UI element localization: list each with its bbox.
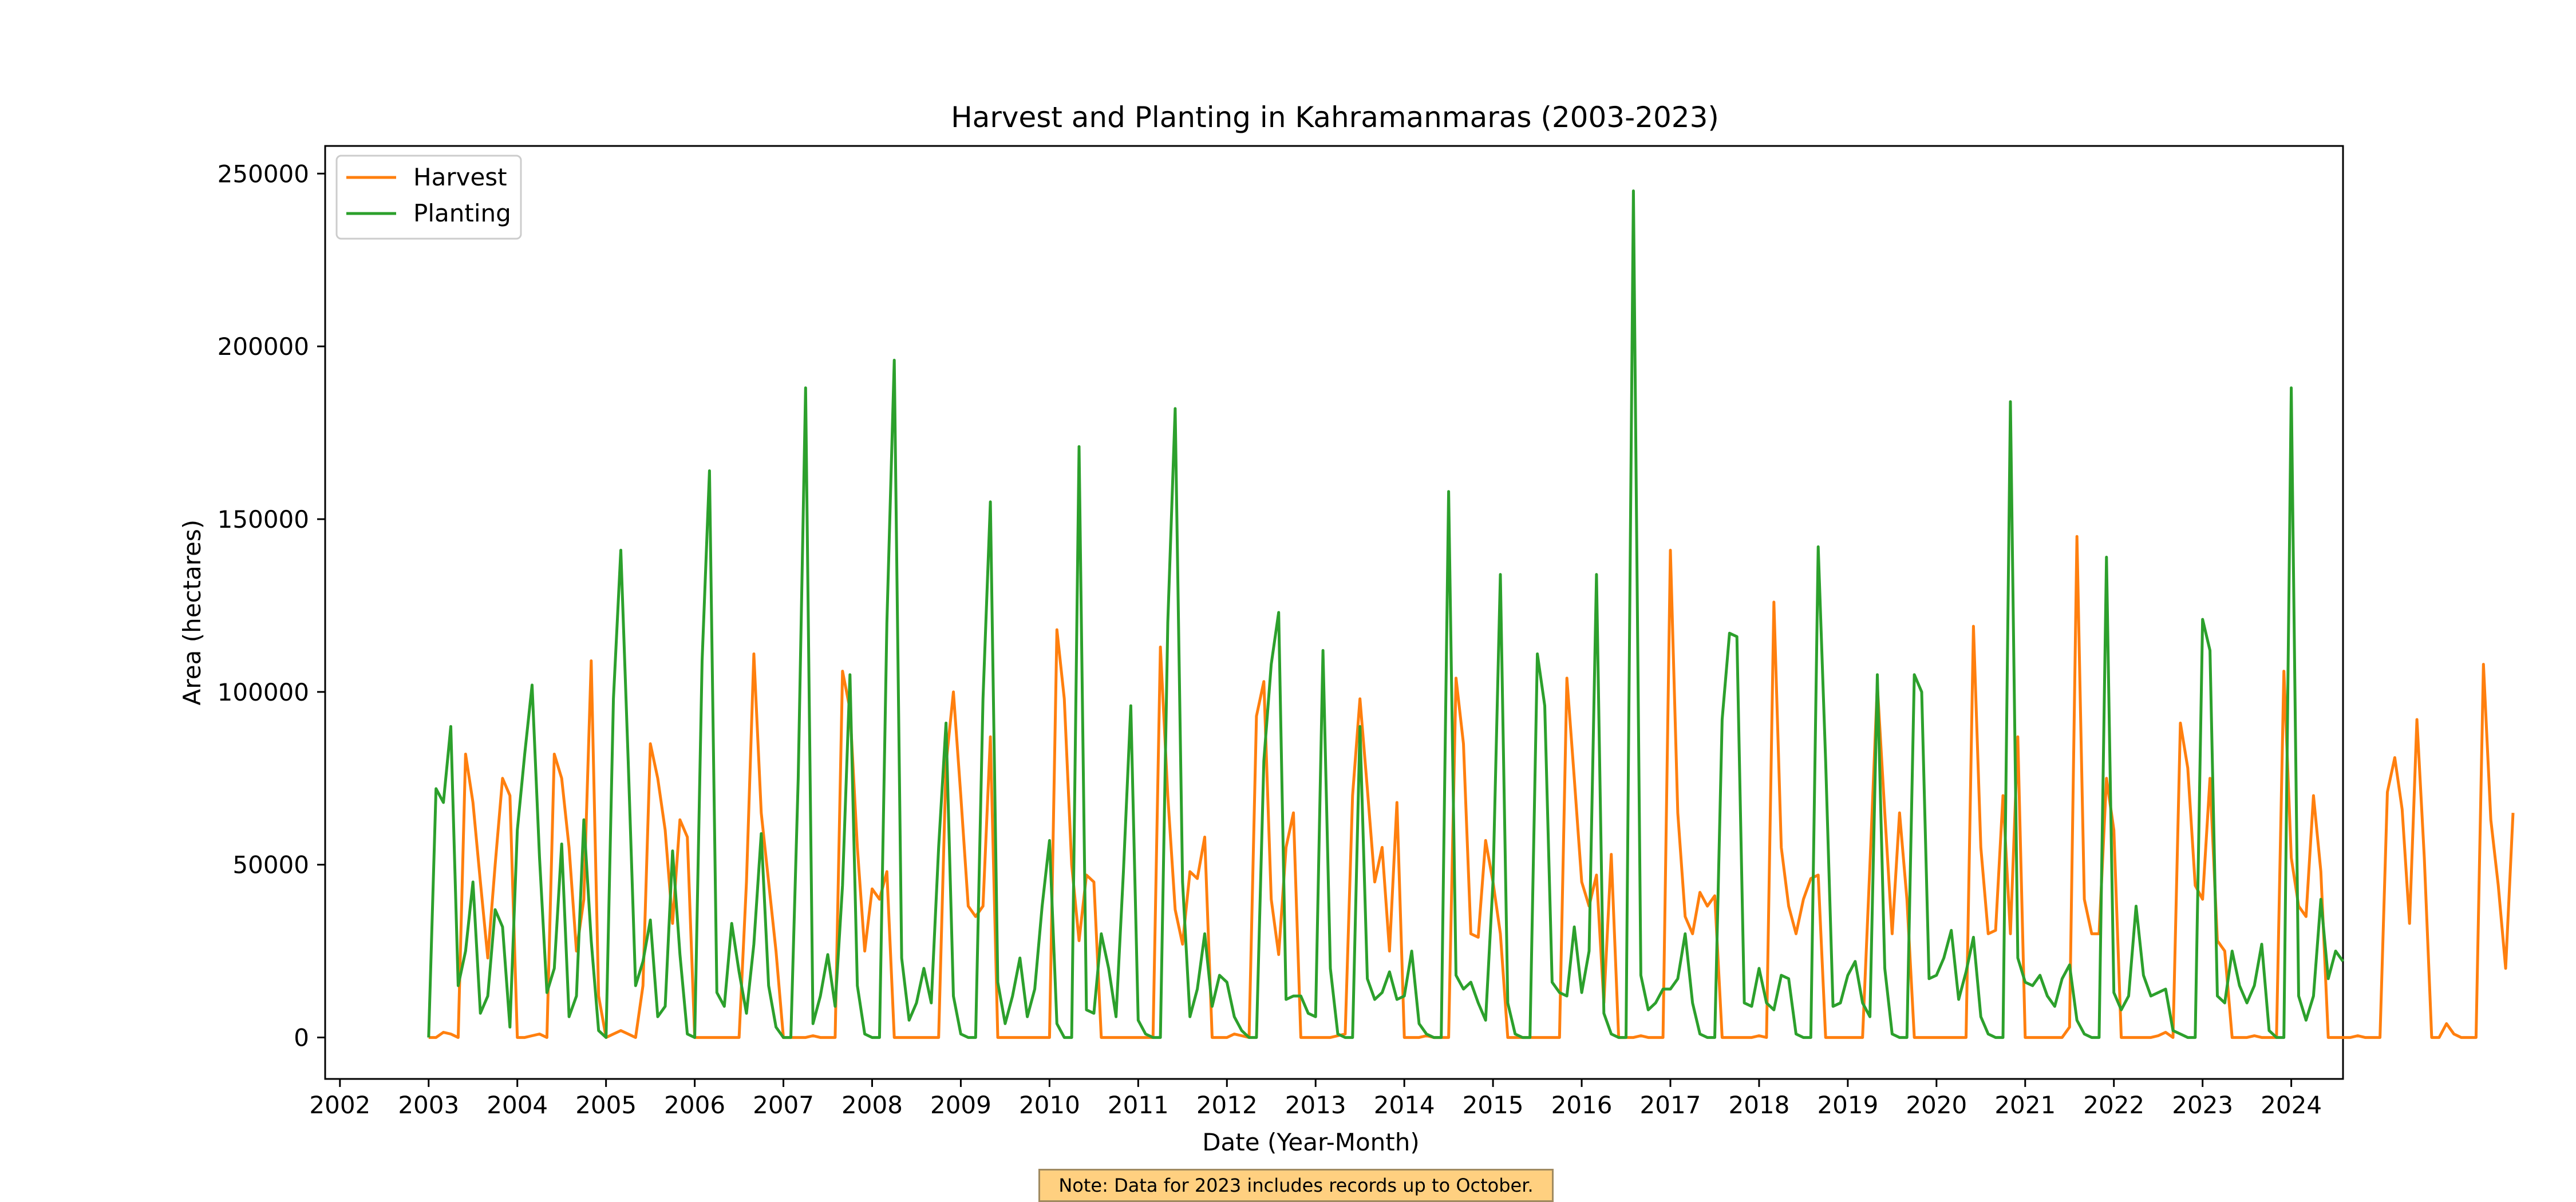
x-tick-label: 2011 [1108,1091,1169,1119]
x-tick-label: 2024 [2261,1091,2322,1119]
x-axis: 2002 2003 2004 2005 2006 2007 2008 2009 2010 2011… [309,1079,2322,1119]
x-tick-label: 2017 [1640,1091,1701,1119]
series-line-planting [427,189,2345,1039]
chart-title: Harvest and Planting in Kahramanmaras (2… [951,101,1719,134]
x-tick-label: 2009 [930,1091,991,1119]
x-tick-label: 2015 [1463,1091,1524,1119]
plot-frame [324,145,2344,1080]
x-tick-label: 2018 [1728,1091,1789,1119]
x-tick-label: 2023 [2172,1091,2233,1119]
x-tick-label: 2003 [398,1091,459,1119]
series-line-harvest [428,535,2515,1039]
data-note-text: Note: Data for 2023 includes records up … [1058,1175,1534,1196]
legend-label-harvest: Harvest [413,163,507,191]
legend-label-planting: Planting [413,199,511,227]
y-tick-label: 200000 [218,333,309,361]
x-tick-label: 2013 [1285,1091,1346,1119]
x-tick-label: 2021 [1994,1091,2056,1119]
y-tick-label: 250000 [218,160,309,188]
x-tick-label: 2010 [1019,1091,1080,1119]
x-tick-label: 2012 [1196,1091,1258,1119]
x-tick-label: 2007 [753,1091,814,1119]
y-tick-label: 150000 [218,505,309,533]
y-axis-label: Area (hectares) [178,520,206,706]
x-axis-label: Date (Year-Month) [1202,1128,1420,1156]
x-tick-label: 2016 [1551,1091,1613,1119]
plot-area: 2002 2003 2004 2005 2006 2007 2008 2009 2010 2011… [218,145,2515,1119]
x-tick-label: 2008 [841,1091,903,1119]
y-tick-label: 50000 [232,851,309,879]
x-tick-label: 2014 [1374,1091,1435,1119]
x-tick-label: 2002 [309,1091,370,1119]
data-note-box: Note: Data for 2023 includes records up … [1038,1169,1554,1202]
y-tick-label: 0 [294,1024,309,1052]
x-tick-label: 2019 [1817,1091,1878,1119]
legend: Harvest Planting [335,155,522,240]
x-tick-label: 2022 [2083,1091,2144,1119]
x-tick-label: 2020 [1906,1091,1967,1119]
y-tick-label: 100000 [218,678,309,706]
x-tick-label: 2004 [487,1091,548,1119]
series-lines [427,189,2515,1039]
y-axis: 0 50000 100000 150000 200000 250000 [218,160,325,1052]
x-tick-label: 2006 [664,1091,725,1119]
x-tick-label: 2005 [575,1091,637,1119]
